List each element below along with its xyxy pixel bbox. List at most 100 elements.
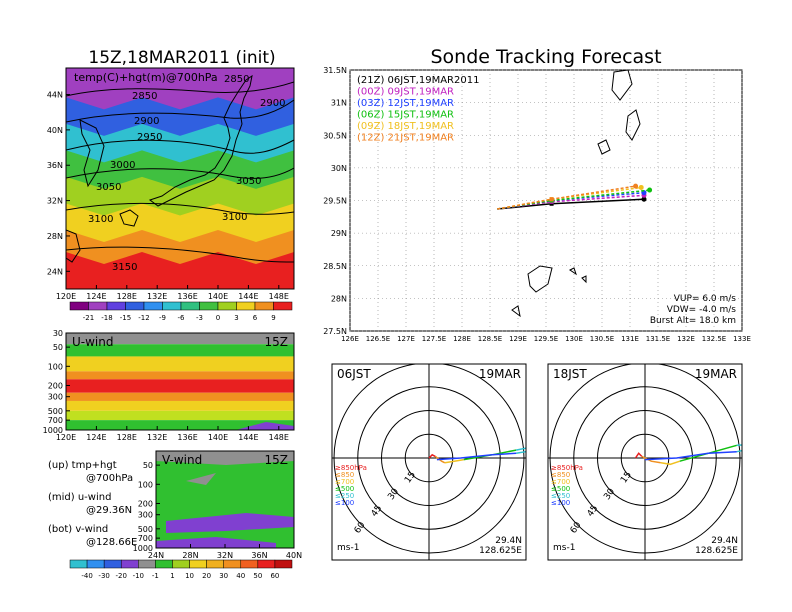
hodo-legend-entry: ≤700: [551, 478, 570, 486]
hodo-wind-trace: [634, 452, 643, 459]
u-wind-layer: [66, 371, 294, 380]
map-frame: [65, 67, 295, 290]
hodo-wind-trace: [660, 460, 681, 466]
hodo-legend-entry: ≤850: [551, 471, 570, 479]
side-labels: (up) tmp+hgt @700hPa (mid) u-wind @29.36…: [48, 460, 137, 548]
v-colorbar-swatch: [223, 559, 242, 569]
u-wind-title: U-wind: [72, 335, 113, 349]
hodo-wind-trace: [434, 455, 446, 464]
v-colorbar-label: 20: [202, 572, 211, 580]
v-colorbar-label: -30: [98, 572, 109, 580]
track-legend-entry: (03Z) 12JST,19MAR: [357, 98, 454, 109]
sonde-track-panel: 126E 126.5E 127E 127.5E 128E 128.5E 129E 129.5E…: [323, 66, 751, 343]
v-colorbar-swatch: [155, 559, 173, 569]
u-wind-layer: [66, 400, 294, 411]
colorbar-label: -6: [178, 314, 186, 322]
u-x-tick-label: 124E: [86, 433, 106, 442]
u-x-tick-label: 128E: [117, 433, 137, 442]
v-y-tick-label: 100: [138, 480, 153, 489]
v-colorbar-swatch: [120, 559, 139, 569]
u-y-tick-label: 500: [48, 407, 63, 416]
colorbar-swatch: [254, 301, 274, 311]
hodo-legend-entry: ≤500: [335, 485, 354, 493]
colorbar-swatch: [125, 301, 145, 311]
colorbar-swatch: [69, 301, 89, 311]
hodo-unit: ms-1: [553, 543, 575, 553]
temp-height-map-panel: 2850 2850 2900 2900 2950 3000 3050 3050 3100 3100…: [47, 67, 295, 322]
track-info-line: VDW= -4.0 m/s: [667, 305, 737, 315]
map-y-tick-label: 40N: [47, 126, 63, 135]
temp-band: [66, 123, 294, 165]
left-title: 15Z,18MAR2011 (init): [88, 48, 275, 68]
u-x-tick-label: 144E: [238, 433, 258, 442]
colorbar-swatch: [217, 301, 237, 311]
map-y-tick-label: 36N: [47, 161, 63, 170]
track-y-tick-label: 27.5N: [323, 327, 347, 336]
u-y-tick-label: 50: [53, 343, 63, 352]
hodo-legend-entry: ≤500: [551, 485, 570, 493]
hodo-legend-entry: ≤100: [335, 499, 354, 507]
u-wind-frame: [65, 332, 295, 431]
u-x-tick-label: 132E: [147, 433, 167, 442]
v-y-tick-label: 50: [143, 461, 153, 470]
hodo-unit: ms-1: [337, 543, 359, 553]
contour-label: 3050: [96, 182, 121, 193]
colorbar-swatch: [180, 301, 200, 311]
v-colorbar-swatch: [172, 559, 190, 569]
main-title: Sonde Tracking Forecast: [430, 46, 661, 68]
track-y-tick-label: 28N: [331, 294, 347, 303]
v-colorbar-swatch: [189, 559, 207, 569]
map-x-tick-label: 148E: [269, 292, 289, 301]
u-x-tick-label: 136E: [177, 433, 197, 442]
track-y-tick-label: 29N: [331, 229, 347, 238]
v-colorbar-swatch: [206, 559, 224, 569]
u-wind-layer: [66, 344, 294, 357]
map-x-tick-label: 144E: [238, 292, 258, 301]
colorbar-swatch: [162, 301, 182, 311]
v-wind-purple: [166, 513, 294, 533]
side-label-up-1: (up) tmp+hgt: [48, 460, 117, 471]
contour-label: 2850: [132, 91, 157, 102]
v-y-tick-label: 500: [138, 525, 153, 534]
map-x-tick-label: 132E: [147, 292, 167, 301]
v-wind-purple: [156, 537, 276, 548]
colorbar-swatch: [88, 301, 108, 311]
side-label-mid-1: (mid) u-wind: [48, 492, 111, 503]
track-burst-point: [549, 197, 554, 202]
v-colorbar-label: -20: [116, 572, 127, 580]
colorbar-label: -15: [120, 314, 131, 322]
u-y-tick-label: 200: [48, 381, 63, 390]
track-info-line: Burst Alt= 18.0 km: [650, 316, 736, 326]
track-y-tick-label: 31.5N: [323, 66, 347, 75]
colorbar-swatch: [199, 301, 219, 311]
u-x-tick-label: 148E: [269, 433, 289, 442]
height-contour: [66, 167, 294, 179]
colorbar-swatch: [236, 301, 256, 311]
track-x-tick-label: 131E: [621, 335, 639, 343]
u-wind-patch: [236, 422, 294, 430]
v-x-tick-label: 28N: [182, 551, 198, 560]
u-wind-layer: [66, 333, 294, 345]
track-legend-entry: (09Z) 18JST,19MAR: [357, 121, 454, 132]
v-colorbar-label: -1: [152, 572, 159, 580]
height-contour: [66, 202, 294, 215]
colorbar-label: 9: [271, 314, 275, 322]
v-colorbar-label: -10: [133, 572, 144, 580]
v-colorbar-label: 50: [253, 572, 262, 580]
v-y-tick-label: 700: [138, 534, 153, 543]
v-x-tick-label: 32N: [217, 551, 233, 560]
track-line: [497, 194, 645, 210]
colorbar-label: 6: [253, 314, 258, 322]
hodo-title: 18JST: [553, 367, 587, 381]
contour-label: 3050: [236, 176, 261, 187]
colorbar-label: 3: [234, 314, 238, 322]
v-colorbar-swatch: [138, 559, 156, 569]
contour-label: 2850: [224, 74, 249, 85]
colorbar-label: -12: [138, 314, 149, 322]
map-y-tick-label: 28N: [47, 232, 63, 241]
temp-band: [66, 252, 294, 289]
u-wind-layer: [66, 410, 294, 421]
track-x-tick-label: 132.5E: [702, 335, 726, 343]
v-wind-tag: 15Z: [265, 453, 289, 467]
